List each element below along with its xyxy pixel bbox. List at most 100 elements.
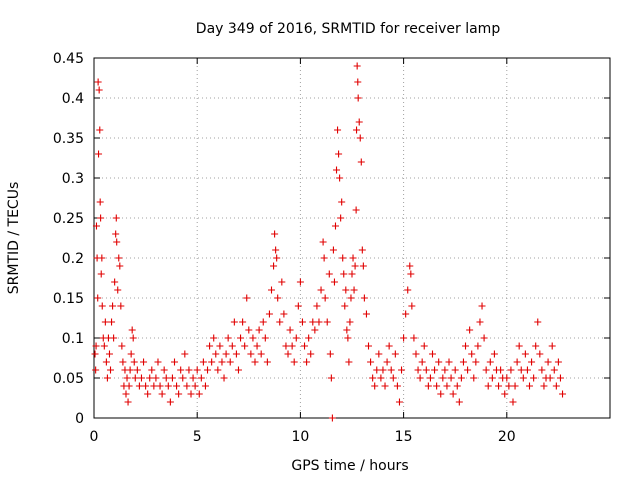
data-point <box>343 326 351 334</box>
data-point <box>349 254 357 262</box>
data-point <box>292 334 300 342</box>
y-tick-label: 0.25 <box>53 211 84 227</box>
data-point <box>282 342 290 350</box>
data-point <box>179 374 187 382</box>
y-tick-label: 0 <box>75 411 84 427</box>
data-point <box>554 358 562 366</box>
y-tick-label: 0.45 <box>53 51 84 67</box>
x-tick-label: 15 <box>395 429 413 445</box>
data-point <box>173 382 181 390</box>
data-point <box>360 294 368 302</box>
data-point <box>387 366 395 374</box>
data-point <box>503 374 511 382</box>
data-point <box>437 390 445 398</box>
data-point <box>124 398 132 406</box>
data-point <box>347 294 355 302</box>
data-point <box>375 350 383 358</box>
x-tick-label: 0 <box>90 429 99 445</box>
data-point <box>177 366 185 374</box>
data-point <box>544 358 552 366</box>
data-point <box>528 358 536 366</box>
data-point <box>449 390 457 398</box>
data-point <box>383 358 391 366</box>
data-point <box>185 366 193 374</box>
data-point <box>358 246 366 254</box>
data-point <box>298 318 306 326</box>
data-point <box>511 382 519 390</box>
data-point <box>261 334 269 342</box>
data-point <box>187 390 195 398</box>
data-point <box>112 230 120 238</box>
data-point <box>414 366 422 374</box>
data-point <box>391 350 399 358</box>
data-point <box>92 222 100 230</box>
data-point <box>286 326 294 334</box>
data-point <box>181 350 189 358</box>
data-point <box>490 350 498 358</box>
data-point <box>135 382 143 390</box>
data-point <box>113 238 121 246</box>
data-point <box>353 62 361 70</box>
data-point <box>377 374 385 382</box>
data-point <box>311 326 319 334</box>
data-point <box>278 278 286 286</box>
data-point <box>255 326 263 334</box>
data-point <box>334 126 342 134</box>
data-point <box>350 286 358 294</box>
y-tick-label: 0.3 <box>62 171 84 187</box>
data-point <box>123 374 131 382</box>
y-tick-label: 0.15 <box>53 291 84 307</box>
data-point <box>95 86 103 94</box>
data-point <box>114 286 122 294</box>
data-point <box>546 374 554 382</box>
data-point <box>234 366 242 374</box>
data-point <box>488 374 496 382</box>
data-point <box>305 334 313 342</box>
data-point <box>189 374 197 382</box>
data-point <box>247 350 255 358</box>
data-point <box>303 358 311 366</box>
data-point <box>348 270 356 278</box>
data-point <box>521 350 529 358</box>
data-point <box>201 382 209 390</box>
data-point <box>183 382 191 390</box>
data-point <box>199 358 207 366</box>
data-point <box>532 342 540 350</box>
data-point <box>152 374 160 382</box>
data-point <box>424 382 432 390</box>
data-point <box>468 350 476 358</box>
data-point <box>160 366 168 374</box>
data-point <box>97 270 105 278</box>
data-points <box>91 62 567 422</box>
data-point <box>91 350 99 358</box>
data-point <box>270 262 278 270</box>
data-point <box>355 118 363 126</box>
data-point <box>540 382 548 390</box>
data-point <box>284 350 292 358</box>
data-point <box>162 374 170 382</box>
data-point <box>226 358 234 366</box>
data-point <box>268 286 276 294</box>
data-point <box>435 358 443 366</box>
data-point <box>107 366 115 374</box>
data-point <box>346 318 354 326</box>
data-point <box>144 390 152 398</box>
data-point <box>515 342 523 350</box>
data-point <box>420 342 428 350</box>
data-point <box>92 366 100 374</box>
grid-lines <box>94 58 610 418</box>
data-point <box>222 350 230 358</box>
data-point <box>457 374 465 382</box>
data-point <box>367 358 375 366</box>
data-point <box>323 318 331 326</box>
data-point <box>108 318 116 326</box>
data-point <box>484 382 492 390</box>
data-point <box>418 358 426 366</box>
data-point <box>195 390 203 398</box>
data-point <box>133 366 141 374</box>
data-point <box>466 326 474 334</box>
data-point <box>257 350 265 358</box>
data-point <box>96 126 104 134</box>
data-point <box>309 318 317 326</box>
